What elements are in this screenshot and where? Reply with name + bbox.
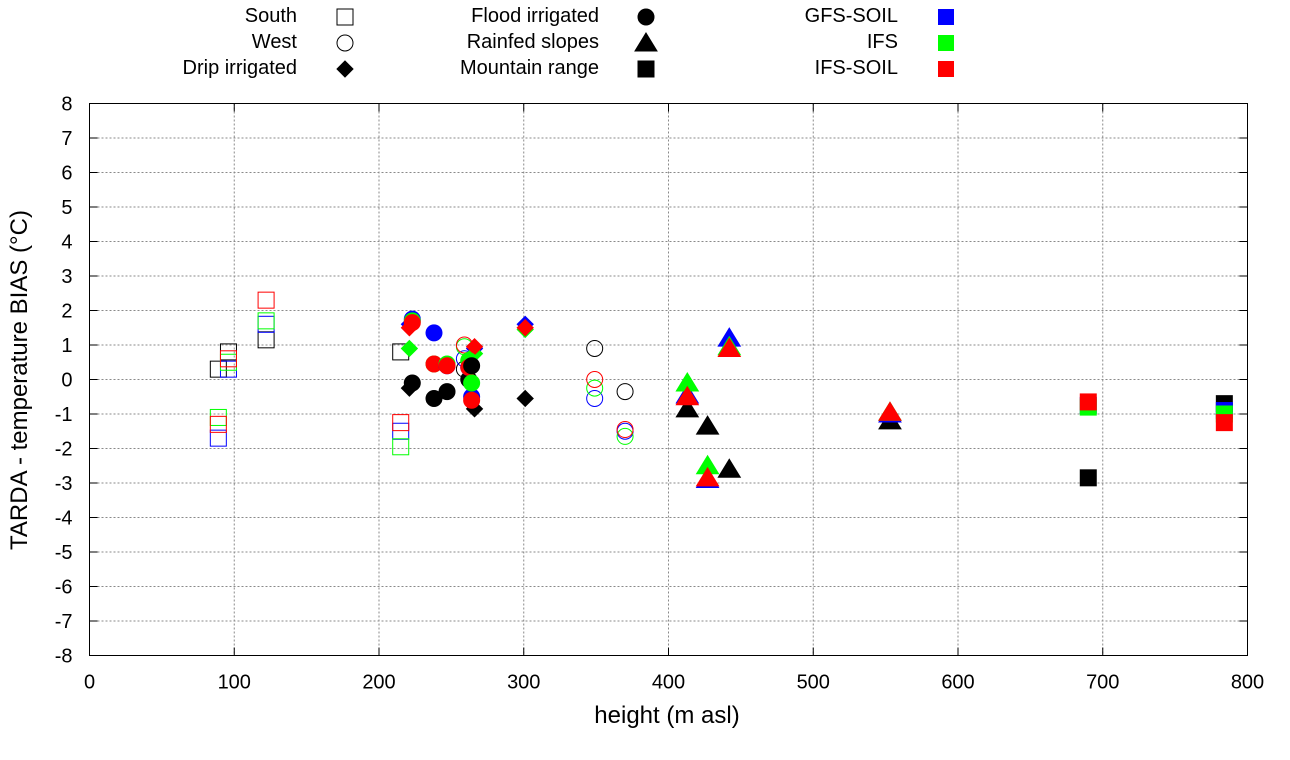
y-tick-label: 1 <box>61 335 72 357</box>
data-point <box>717 337 742 357</box>
data-point <box>675 397 700 418</box>
data-point <box>463 391 481 409</box>
data-point <box>392 414 410 432</box>
data-point <box>586 379 604 397</box>
x-axis-label: height (m asl) <box>594 702 739 729</box>
axis-ticks: 0 100 200 300 400 500 600 700 800 -8 -7 -6 -5 -4 -3 -2 -… <box>55 94 1264 694</box>
data-point <box>675 385 700 406</box>
data-point <box>392 438 410 456</box>
y-tick-label: -6 <box>55 577 73 599</box>
y-tick-label: 0 <box>61 370 72 392</box>
data-point <box>586 389 604 407</box>
y-tick-label: 5 <box>61 197 72 219</box>
x-tick-label: 100 <box>218 672 251 694</box>
data-point <box>878 401 902 421</box>
legend-label: Mountain range <box>460 57 599 79</box>
x-tick-label: 500 <box>797 672 830 694</box>
data-point <box>257 291 275 309</box>
data-point <box>438 383 456 401</box>
series-west <box>455 336 634 445</box>
y-tick-label: 4 <box>61 232 72 254</box>
data-point <box>616 421 634 439</box>
data-point <box>1079 469 1097 487</box>
data-point <box>516 389 534 408</box>
data-point <box>425 389 443 407</box>
x-tick-label: 300 <box>507 672 540 694</box>
y-tick-label: -4 <box>55 508 73 530</box>
x-tick-label: 200 <box>362 672 395 694</box>
x-tick-label: 0 <box>84 672 95 694</box>
data-point <box>438 357 456 375</box>
y-tick-label: 8 <box>61 94 72 116</box>
data-point <box>586 339 604 357</box>
y-tick-label: -7 <box>55 611 73 633</box>
data-point <box>403 374 421 392</box>
legend-marker <box>336 8 354 26</box>
y-tick-label: 7 <box>61 128 72 150</box>
legend-marker <box>637 8 655 26</box>
data-point <box>257 312 275 330</box>
data-point <box>1079 393 1097 411</box>
y-tick-label: -8 <box>55 646 73 668</box>
legend-label: West <box>252 31 298 53</box>
legend-label: Flood irrigated <box>471 5 599 27</box>
y-tick-label: -5 <box>55 542 73 564</box>
series-rainfed-slopes <box>675 327 902 489</box>
legend-swatch <box>938 61 954 77</box>
series-south <box>209 291 410 456</box>
x-tick-label: 800 <box>1231 672 1264 694</box>
data-point <box>209 408 227 426</box>
data-point <box>392 422 410 440</box>
data-point <box>209 415 227 433</box>
data-point <box>403 314 421 332</box>
data-point <box>586 371 604 388</box>
legend-marker <box>637 60 655 78</box>
data-point <box>463 374 481 392</box>
data-point <box>209 360 227 378</box>
data-point <box>400 339 419 358</box>
data-point <box>616 383 634 401</box>
legend-label: Rainfed slopes <box>467 31 599 53</box>
grid-lines <box>89 103 1248 656</box>
data-point <box>695 415 720 435</box>
legend-label: GFS-SOIL <box>805 5 898 27</box>
data-point <box>219 350 237 368</box>
legend-label: South <box>245 5 297 27</box>
x-tick-label: 600 <box>941 672 974 694</box>
series-flood-irrigated <box>403 310 481 409</box>
legend-swatch <box>938 9 954 25</box>
y-tick-label: -2 <box>55 439 73 461</box>
data-point <box>209 429 227 447</box>
series-mountain-range <box>1079 393 1233 487</box>
data-point <box>717 458 742 478</box>
x-tick-label: 400 <box>652 672 685 694</box>
legend-label: IFS-SOIL <box>815 57 898 79</box>
legend: South West Drip irrigated Flood irrigated Ra… <box>183 5 954 79</box>
data-point <box>257 315 275 333</box>
data-points <box>209 291 1233 489</box>
legend-marker <box>336 34 354 52</box>
data-point <box>516 319 534 337</box>
legend-marker <box>336 60 354 78</box>
y-axis-label: TARDA - temperature BIAS (°C) <box>6 210 33 550</box>
legend-label: Drip irrigated <box>183 57 297 79</box>
data-point <box>616 427 634 445</box>
data-point <box>425 324 443 342</box>
y-tick-label: -1 <box>55 404 73 426</box>
x-tick-label: 700 <box>1086 672 1119 694</box>
data-point <box>1215 414 1233 432</box>
y-tick-label: -3 <box>55 473 73 495</box>
y-tick-label: 2 <box>61 301 72 323</box>
data-point <box>695 466 720 487</box>
y-tick-label: 6 <box>61 163 72 185</box>
y-tick-label: 3 <box>61 266 72 288</box>
legend-swatch <box>938 35 954 51</box>
legend-marker <box>634 32 658 52</box>
legend-label: IFS <box>867 31 898 53</box>
data-point <box>463 357 481 375</box>
